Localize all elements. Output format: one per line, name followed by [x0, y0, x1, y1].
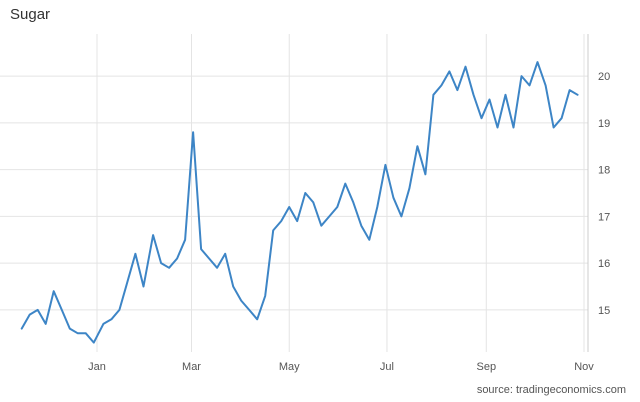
source-credit: source: tradingeconomics.com	[476, 384, 626, 396]
x-tick-label: Mar	[182, 361, 201, 373]
x-tick-label: Nov	[574, 361, 594, 373]
y-tick-label: 20	[598, 71, 610, 83]
x-tick-label: Sep	[476, 361, 496, 373]
y-tick-label: 19	[598, 118, 610, 130]
x-tick-label: Jul	[380, 361, 394, 373]
chart-title: Sugar	[10, 6, 51, 23]
y-tick-label: 18	[598, 165, 610, 177]
series-line	[20, 61, 579, 344]
y-tick-label: 16	[598, 258, 610, 270]
y-tick-label: 15	[598, 305, 610, 317]
x-tick-label: Jan	[88, 361, 106, 373]
y-tick-label: 17	[598, 211, 610, 223]
x-tick-label: May	[279, 361, 300, 373]
